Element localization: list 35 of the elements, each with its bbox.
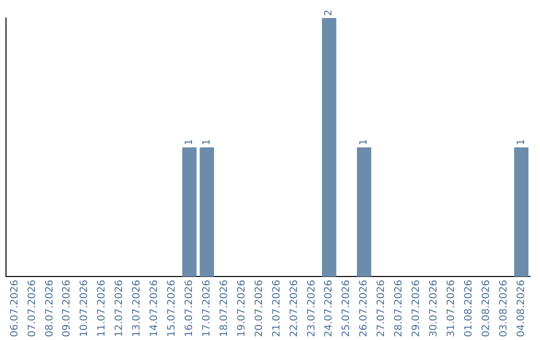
data-label: 1	[201, 138, 212, 146]
x-tick-label: 15.07.2026	[166, 280, 178, 338]
x-tick-label: 19.07.2026	[236, 280, 248, 338]
x-tick-label: 28.07.2026	[394, 280, 405, 338]
x-tick-label: 22.07.2026	[288, 280, 300, 338]
data-label: 1	[516, 138, 527, 146]
x-tick-label: 26.07.2026	[358, 280, 370, 338]
x-tick-label: 02.08.2026	[480, 280, 492, 338]
data-label: 1	[358, 138, 370, 146]
x-tick-label: 06.07.2026	[9, 280, 20, 338]
x-tick-label: 21.07.2026	[271, 280, 282, 338]
x-tick-label: 30.07.2026	[428, 280, 440, 338]
x-tick-label: 12.07.2026	[114, 280, 126, 338]
x-tick-label: 08.07.2026	[44, 280, 56, 338]
x-tick-label: 11.07.2026	[96, 280, 108, 338]
x-tick-label: 18.07.2026	[218, 280, 230, 338]
data-label: 1	[184, 138, 195, 146]
x-tick-label: 04.08.2026	[516, 280, 527, 338]
x-tick-label: 07.07.2026	[26, 280, 38, 338]
x-tick-label: 20.07.2026	[254, 280, 265, 338]
x-tick-label: 01.08.2026	[463, 280, 474, 338]
x-tick-label: 16.07.2026	[184, 280, 195, 338]
x-tick-label: 29.07.2026	[411, 280, 422, 338]
x-tick-label: 13.07.2026	[132, 280, 143, 338]
x-tick-label: 25.07.2026	[341, 280, 352, 338]
x-tick-label: 27.07.2026	[376, 280, 388, 338]
x-tick-label: 10.07.2026	[79, 280, 90, 338]
x-tick-label: 31.07.2026	[446, 280, 457, 338]
x-tick-label: 09.07.2026	[62, 280, 73, 338]
x-tick-label: 23.07.2026	[306, 280, 318, 338]
x-tick-label: 24.07.2026	[324, 280, 335, 338]
x-tick-label: 17.07.2026	[201, 280, 212, 338]
data-label: 2	[324, 10, 335, 16]
x-tick-label: 14.07.2026	[149, 280, 160, 338]
x-tick-label: 03.08.2026	[498, 280, 510, 338]
